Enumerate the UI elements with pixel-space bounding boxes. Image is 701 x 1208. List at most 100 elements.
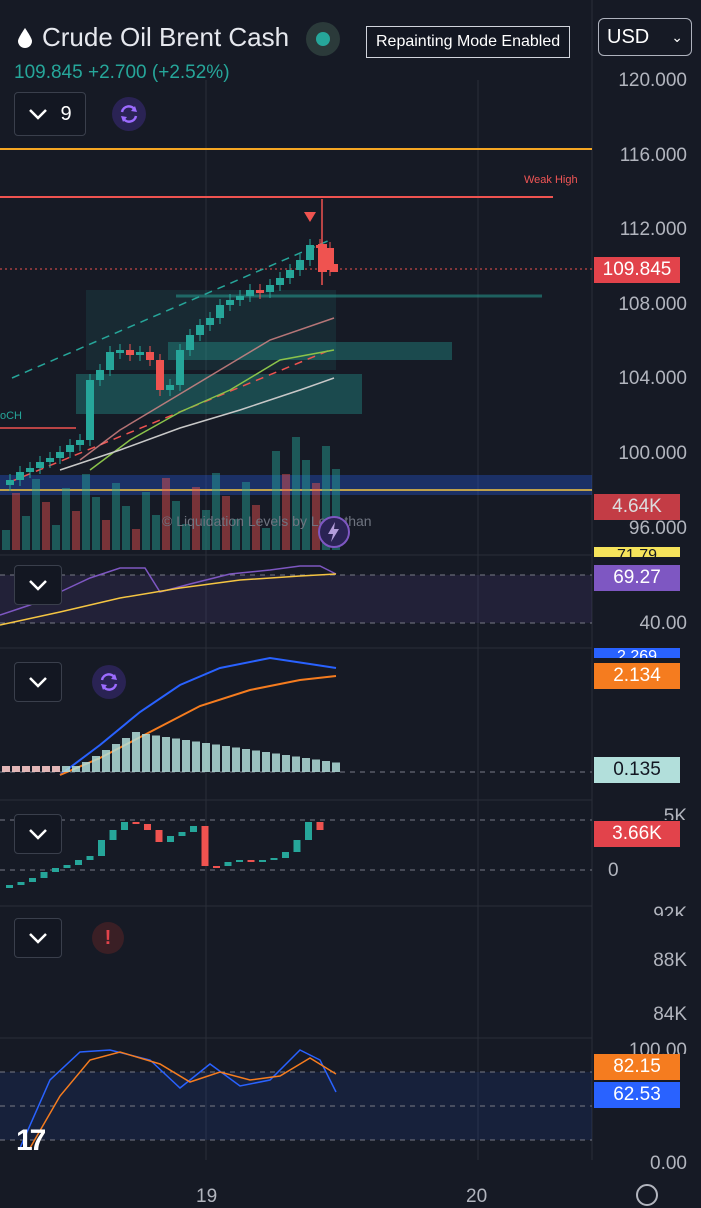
candle	[6, 480, 14, 485]
candle	[216, 305, 224, 318]
candle	[176, 350, 184, 385]
macd-hist-bar	[92, 756, 100, 772]
candle	[226, 300, 234, 305]
volume-bar	[242, 482, 250, 550]
candle	[136, 352, 144, 355]
macd-hist-bar	[152, 735, 160, 772]
price-axis-label: 108.000	[618, 294, 687, 315]
volume-bar	[92, 497, 100, 550]
volume-bar	[162, 478, 170, 550]
macd-hist-bar	[332, 762, 340, 772]
stoch-axis-label: 100.00	[628, 1040, 687, 1054]
mini-candle	[167, 836, 174, 842]
rsi-ma-tag: 71.79	[594, 547, 680, 557]
price-change-pct: (+2.52%)	[151, 62, 230, 83]
mini-candle	[63, 865, 71, 868]
candle	[26, 468, 34, 472]
macd-collapse-button[interactable]	[14, 662, 62, 702]
mini-candle	[224, 862, 232, 866]
mini-candle	[213, 866, 220, 868]
mini-candle	[75, 860, 82, 865]
candle	[296, 260, 304, 270]
mini-candle	[178, 832, 186, 836]
chevron-down-icon	[29, 829, 47, 840]
macd-line	[59, 656, 337, 776]
candle	[306, 245, 314, 260]
volume-bar	[232, 519, 240, 550]
candle	[286, 270, 294, 278]
candle	[106, 352, 114, 370]
currency-select[interactable]: USD ⌄	[598, 18, 692, 56]
volume-pane-collapse-button[interactable]	[14, 814, 62, 854]
macd-hist-bar	[42, 766, 50, 772]
macd-hist-bar	[72, 766, 80, 772]
macd-hist-bar	[212, 744, 220, 772]
price-change: +2.700	[87, 62, 147, 83]
candle	[96, 370, 104, 380]
market-open-status-icon[interactable]	[306, 22, 340, 56]
rsi-value-tag: 69.27	[594, 565, 680, 591]
mini-candle	[259, 860, 266, 862]
macd-hist-bar	[192, 741, 200, 772]
demand-zone	[168, 342, 452, 360]
macd-line-tag: 2.269	[594, 648, 680, 658]
mini-candle	[121, 822, 128, 830]
oi-pane-collapse-button[interactable]	[14, 918, 62, 958]
candle	[266, 285, 274, 292]
volume-bar	[302, 460, 310, 550]
mini-candle	[282, 852, 289, 858]
volume-bar	[112, 483, 120, 550]
volume-bar	[312, 483, 320, 550]
volume-bar	[132, 529, 140, 550]
candle	[276, 278, 284, 285]
macd-hist-bar	[302, 758, 310, 772]
mini-candle	[201, 826, 209, 866]
sync-icon[interactable]	[92, 665, 126, 699]
candle	[186, 335, 194, 350]
lightning-icon[interactable]	[318, 516, 350, 548]
rsi-collapse-button[interactable]	[14, 565, 62, 605]
macd-hist-bar	[32, 766, 40, 772]
rsi-ma-line	[0, 573, 337, 626]
mini-candle	[29, 878, 36, 882]
volume-bar	[292, 437, 300, 550]
chevron-down-icon	[29, 580, 47, 591]
candle	[126, 350, 134, 355]
alert-icon[interactable]: !	[92, 922, 124, 954]
volume-bar	[52, 525, 60, 550]
macd-hist-bar	[162, 737, 170, 772]
volume-bar	[322, 446, 330, 550]
volume-bar	[252, 505, 260, 550]
volume-bar	[202, 510, 210, 550]
settings-gear-icon[interactable]	[636, 1184, 658, 1206]
macd-hist-bar	[142, 734, 150, 772]
candle	[36, 462, 44, 468]
macd-hist-bar	[12, 766, 20, 772]
symbol-title[interactable]: Crude Oil Brent Cash	[18, 22, 289, 53]
macd-hist-bar	[2, 766, 10, 772]
volume-bar	[62, 488, 70, 550]
candle	[86, 380, 94, 440]
mini-candle	[17, 882, 25, 885]
chevron-down-icon	[29, 933, 47, 944]
sync-icon[interactable]	[112, 97, 146, 131]
rsi-axis-label: 40.00	[639, 613, 687, 634]
volume-bar	[222, 496, 230, 550]
mini-candle	[132, 822, 140, 824]
volume-bar	[32, 479, 40, 550]
candle	[318, 244, 327, 272]
macd-hist-bar	[22, 766, 30, 772]
volume-bar	[22, 516, 30, 550]
macd-hist-bar	[232, 747, 240, 772]
stoch-axis-label: 0.00	[650, 1153, 687, 1174]
macd-hist-bar	[252, 750, 260, 772]
volume-bar	[122, 506, 130, 550]
macd-hist-bar	[272, 753, 280, 772]
demand-zone-2	[76, 374, 362, 414]
macd-hist-bar	[282, 755, 290, 772]
chevron-down-icon	[29, 109, 48, 120]
indicators-toggle-button[interactable]: 9	[14, 92, 86, 136]
mini-candle	[293, 840, 301, 852]
mini-candle	[316, 822, 324, 830]
